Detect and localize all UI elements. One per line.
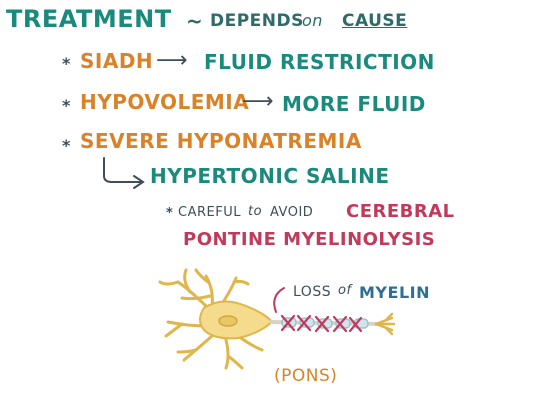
bullet-treatment-fluid-restriction: FLUID RESTRICTION — [204, 50, 435, 74]
caution-condition-line2: PONTINE MYELINOLYSIS — [183, 229, 436, 250]
heading-cause: CAUSE — [342, 11, 408, 31]
bullet-cause-severe-hyponatremia: SEVERE HYPONATREMIA — [80, 129, 362, 153]
caution-to: to — [248, 204, 263, 219]
bullet-treatment-hypertonic-saline: HYPERTONIC SALINE — [150, 164, 390, 188]
arrow-1: ⟶ — [156, 48, 189, 73]
arrow-2: ⟶ — [242, 89, 275, 114]
caution-star: * — [166, 206, 174, 221]
loss-bracket — [273, 287, 285, 313]
diagram-of: of — [338, 283, 352, 298]
myelin-loss-x-marks — [280, 314, 363, 333]
caution-avoid: AVOID — [270, 205, 314, 220]
diagram-loss: LOSS — [293, 284, 332, 300]
heading-tilde: ~ — [186, 9, 204, 33]
neuron-illustration — [158, 268, 396, 370]
axon-terminal — [374, 312, 396, 336]
bullet-cause-hypovolemia: HYPOVOLEMIA — [80, 90, 250, 114]
caution-condition-line1: CEREBRAL — [346, 201, 455, 222]
hook-arrow-icon — [103, 157, 145, 189]
bullet-cause-siadh: SIADH — [80, 49, 154, 73]
bullet-treatment-more-fluid: MORE FLUID — [282, 92, 426, 116]
heading-depends: DEPENDS — [210, 11, 304, 31]
diagram-myelin: MYELIN — [359, 283, 430, 302]
bullet-star-3: * — [62, 136, 71, 155]
caution-careful: CAREFUL — [178, 205, 241, 220]
neuron-nucleus — [218, 315, 238, 327]
heading-title: TREATMENT — [6, 5, 172, 33]
bullet-star-2: * — [62, 96, 71, 115]
bullet-star-1: * — [62, 54, 71, 73]
heading-on: on — [302, 11, 323, 30]
diagram-location: (PONS) — [274, 366, 338, 386]
